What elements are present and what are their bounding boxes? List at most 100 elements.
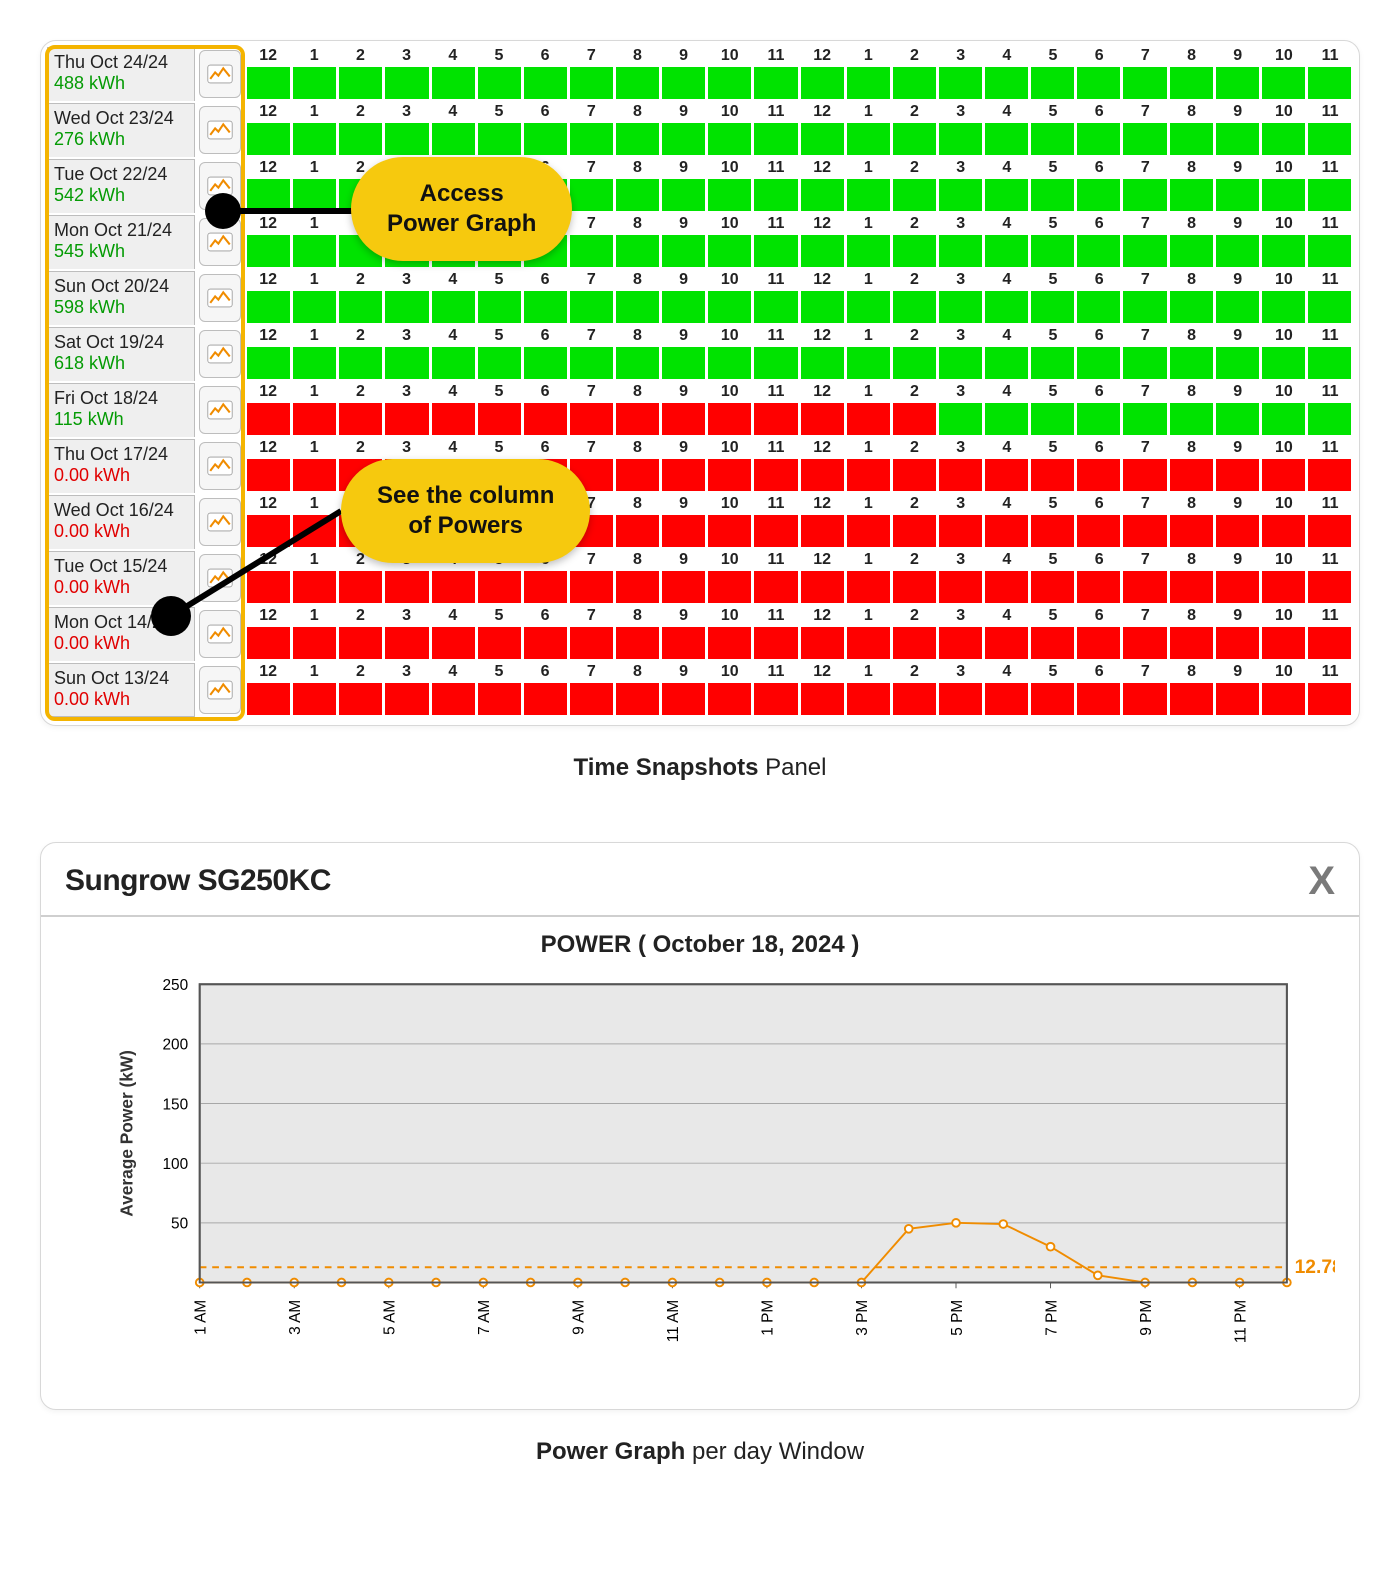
hour-cell	[985, 291, 1028, 323]
hour-cell	[801, 403, 844, 435]
hour-cell	[1262, 235, 1305, 267]
snapshot-row: Wed Oct 16/240.00 kWh1212345678910111212…	[47, 495, 1353, 551]
hour-cell	[1308, 123, 1351, 155]
hour-cell	[1170, 571, 1213, 603]
hour-cell	[1262, 123, 1305, 155]
close-button[interactable]: X	[1308, 861, 1335, 901]
snapshots-caption: Time Snapshots Panel	[40, 754, 1360, 782]
hour-labels: 121234567891011121234567891011	[245, 103, 1353, 123]
snapshot-row: Thu Oct 24/24488 kWh12123456789101112123…	[47, 47, 1353, 103]
open-power-graph-button[interactable]	[199, 610, 241, 658]
date-cell: Sat Oct 19/24618 kWh	[47, 327, 195, 381]
kwh-label: 0.00 kWh	[54, 521, 188, 542]
open-power-graph-button[interactable]	[199, 330, 241, 378]
hour-cell	[662, 347, 705, 379]
svg-text:5 AM: 5 AM	[382, 1300, 399, 1335]
hour-cell	[1123, 123, 1166, 155]
hour-labels: 121234567891011121234567891011	[245, 159, 1353, 179]
kwh-label: 0.00 kWh	[54, 577, 188, 598]
hour-cell	[478, 235, 521, 267]
hour-cell	[616, 235, 659, 267]
hour-cell	[247, 459, 290, 491]
hour-cell	[1031, 459, 1074, 491]
hour-cell	[985, 235, 1028, 267]
hour-cell	[662, 291, 705, 323]
hour-labels: 121234567891011121234567891011	[245, 551, 1353, 571]
hour-cell	[570, 627, 613, 659]
hour-cell	[1077, 515, 1120, 547]
hour-cell	[939, 571, 982, 603]
date-cell: Mon Oct 21/24545 kWh	[47, 215, 195, 269]
hour-cell	[1262, 627, 1305, 659]
hour-cell	[847, 571, 890, 603]
hour-cell	[247, 123, 290, 155]
hour-cell	[1123, 459, 1166, 491]
hour-cell	[1308, 179, 1351, 211]
hour-cell	[385, 67, 428, 99]
hour-cell	[939, 347, 982, 379]
hour-cell	[1077, 459, 1120, 491]
date-label: Mon Oct 14/24	[54, 612, 188, 633]
open-power-graph-button[interactable]	[199, 162, 241, 210]
hour-cell	[385, 571, 428, 603]
hour-cell	[570, 235, 613, 267]
hour-cell	[247, 403, 290, 435]
hour-cell	[708, 235, 751, 267]
hour-cell	[1216, 571, 1259, 603]
snapshot-row: Mon Oct 14/240.00 kWh1212345678910111212…	[47, 607, 1353, 663]
hour-cell	[478, 123, 521, 155]
hour-cell	[985, 403, 1028, 435]
hour-cell	[1170, 347, 1213, 379]
hour-cell	[1262, 459, 1305, 491]
date-cell: Thu Oct 17/240.00 kWh	[47, 439, 195, 493]
hour-cell	[1170, 291, 1213, 323]
hour-cell	[432, 459, 475, 491]
hour-cell	[478, 347, 521, 379]
hour-cell	[478, 571, 521, 603]
date-label: Tue Oct 15/24	[54, 556, 188, 577]
power-graph-window: Sungrow SG250KC X POWER ( October 18, 20…	[40, 842, 1360, 1410]
open-power-graph-button[interactable]	[199, 274, 241, 322]
snapshot-row: Sun Oct 13/240.00 kWh1212345678910111212…	[47, 663, 1353, 719]
hour-cell	[893, 67, 936, 99]
hour-cell	[847, 123, 890, 155]
hour-cell	[339, 627, 382, 659]
svg-text:50: 50	[171, 1216, 188, 1233]
hour-cell	[293, 235, 336, 267]
hour-cell	[1262, 683, 1305, 715]
open-power-graph-button[interactable]	[199, 442, 241, 490]
snapshot-row: Wed Oct 23/24276 kWh12123456789101112123…	[47, 103, 1353, 159]
hour-cell	[708, 571, 751, 603]
kwh-label: 0.00 kWh	[54, 633, 188, 654]
open-power-graph-button[interactable]	[199, 666, 241, 714]
hour-cell	[478, 459, 521, 491]
hour-cells	[245, 683, 1353, 717]
hour-cell	[754, 291, 797, 323]
hour-cell	[1170, 683, 1213, 715]
hour-cell	[801, 627, 844, 659]
hour-cell	[293, 67, 336, 99]
open-power-graph-button[interactable]	[199, 386, 241, 434]
hour-cell	[616, 179, 659, 211]
hour-labels: 121234567891011121234567891011	[245, 327, 1353, 347]
hour-cell	[801, 683, 844, 715]
hour-cell	[985, 515, 1028, 547]
time-snapshots-panel: Thu Oct 24/24488 kWh12123456789101112123…	[40, 40, 1360, 726]
open-power-graph-button[interactable]	[199, 554, 241, 602]
hour-cell	[385, 179, 428, 211]
open-power-graph-button[interactable]	[199, 50, 241, 98]
hour-cell	[1031, 403, 1074, 435]
hour-cell	[939, 179, 982, 211]
hour-cell	[893, 627, 936, 659]
hour-cell	[293, 403, 336, 435]
svg-text:250: 250	[163, 977, 189, 994]
hour-cell	[1262, 179, 1305, 211]
open-power-graph-button[interactable]	[199, 218, 241, 266]
hour-cell	[893, 347, 936, 379]
hour-cell	[524, 403, 567, 435]
open-power-graph-button[interactable]	[199, 106, 241, 154]
hour-cell	[1031, 627, 1074, 659]
hour-cell	[1077, 291, 1120, 323]
hour-cell	[708, 403, 751, 435]
open-power-graph-button[interactable]	[199, 498, 241, 546]
